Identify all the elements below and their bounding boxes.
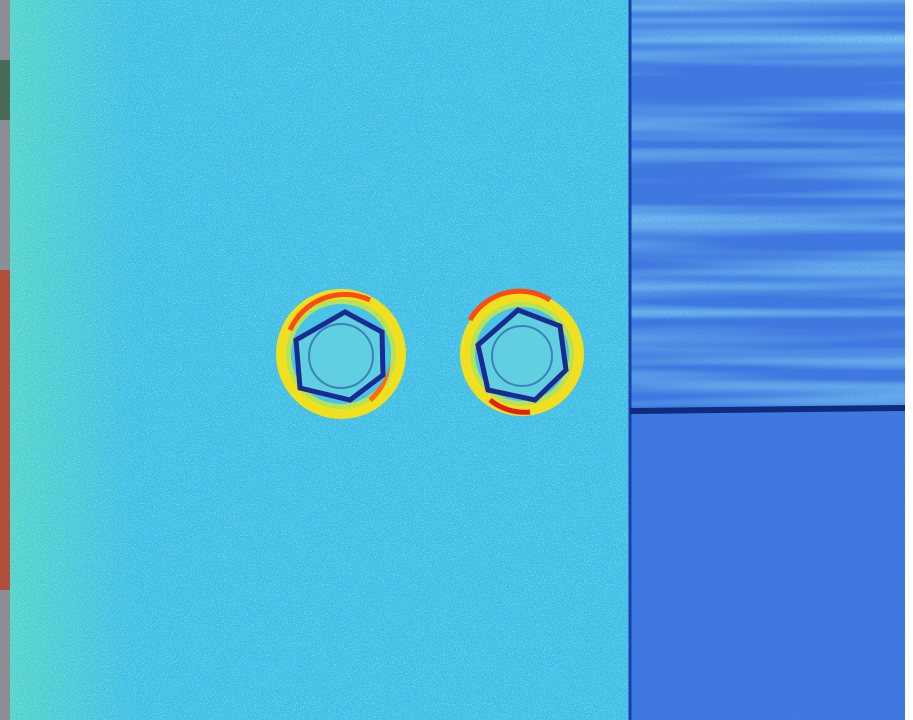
bolt bbox=[276, 289, 406, 419]
edge-strip-red bbox=[0, 270, 10, 590]
edge-strip-green bbox=[0, 60, 10, 120]
right-margin bbox=[905, 0, 913, 720]
right-noise bbox=[630, 0, 905, 720]
dark-band bbox=[629, 405, 906, 414]
bolt bbox=[460, 288, 584, 416]
